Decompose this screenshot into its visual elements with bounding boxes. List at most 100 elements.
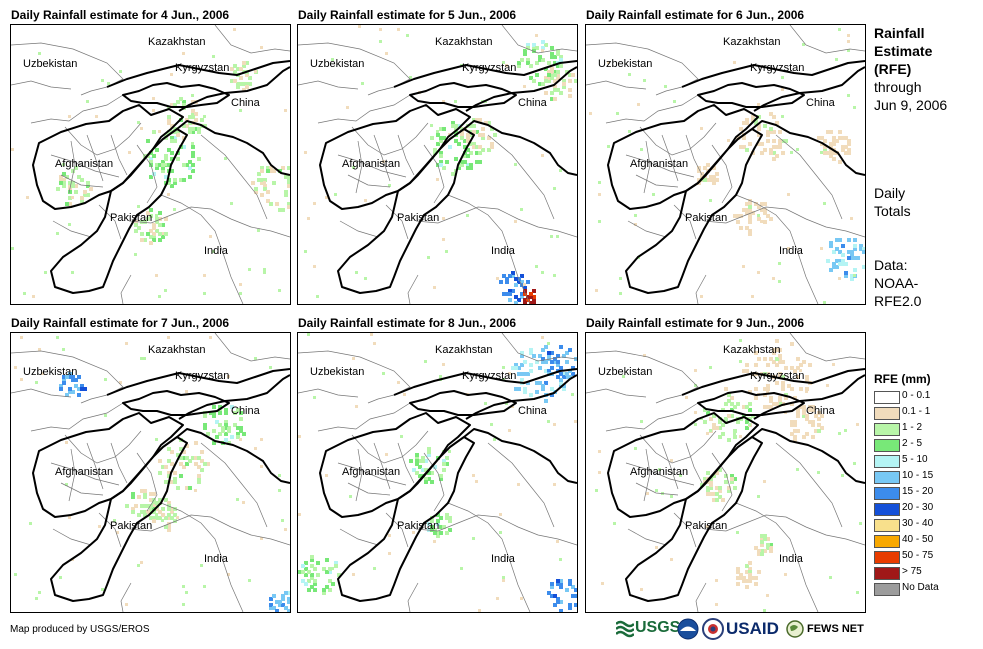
rain-cell bbox=[442, 238, 445, 241]
rain-cell bbox=[571, 366, 575, 370]
rain-cell bbox=[203, 274, 206, 277]
rain-cell bbox=[83, 190, 87, 194]
rain-cell bbox=[62, 172, 66, 176]
rain-cell bbox=[508, 372, 511, 375]
rain-cell bbox=[790, 387, 794, 391]
admin-boundary bbox=[605, 94, 699, 124]
rain-cell bbox=[188, 486, 192, 490]
rain-cell bbox=[520, 372, 524, 376]
rain-cell bbox=[832, 262, 836, 266]
map-label-uzbekistan: Uzbekistan bbox=[310, 58, 364, 70]
rain-cell bbox=[409, 76, 412, 79]
admin-boundary bbox=[735, 194, 819, 304]
rain-cell bbox=[167, 115, 171, 119]
rain-cell bbox=[553, 70, 557, 74]
rain-cell bbox=[703, 408, 707, 412]
rain-cell bbox=[11, 247, 14, 250]
rain-cell bbox=[71, 184, 75, 188]
rain-cell bbox=[191, 130, 195, 134]
rain-cell bbox=[541, 357, 545, 361]
rain-cell bbox=[269, 202, 273, 206]
rain-cell bbox=[568, 579, 572, 583]
rain-cell bbox=[766, 387, 770, 391]
rain-cell bbox=[763, 202, 767, 206]
rain-cell bbox=[853, 462, 856, 465]
rain-cell bbox=[167, 474, 171, 478]
rain-cell bbox=[287, 184, 290, 188]
rain-cell bbox=[266, 169, 270, 173]
rain-cell bbox=[460, 127, 464, 131]
rain-cell bbox=[514, 387, 518, 391]
rain-cell bbox=[439, 160, 443, 164]
rain-cell bbox=[496, 277, 499, 280]
rain-cell bbox=[541, 387, 545, 391]
rain-cell bbox=[550, 55, 554, 59]
rain-cell bbox=[841, 474, 844, 477]
rain-cell bbox=[709, 175, 713, 179]
rain-cell bbox=[460, 163, 464, 167]
rain-cell bbox=[709, 477, 713, 481]
rain-cell bbox=[730, 402, 734, 406]
rain-cell bbox=[520, 363, 524, 367]
rain-cell bbox=[451, 124, 455, 128]
rain-cell bbox=[430, 525, 434, 529]
admin-boundary bbox=[501, 333, 577, 362]
rain-cell bbox=[185, 163, 189, 167]
admin-boundary bbox=[661, 134, 679, 182]
rain-cell bbox=[775, 402, 779, 406]
rain-cell bbox=[514, 220, 517, 223]
panel-title-5: Daily Rainfall estimate for 8 Jun., 2006 bbox=[298, 316, 517, 330]
rain-cell bbox=[68, 202, 72, 206]
rain-cell bbox=[137, 205, 140, 208]
rain-cell bbox=[556, 70, 560, 74]
rain-cell bbox=[167, 118, 171, 122]
rain-cell bbox=[544, 76, 547, 79]
rain-cell bbox=[499, 280, 503, 284]
admin-boundary bbox=[789, 25, 865, 54]
rain-cell bbox=[478, 151, 482, 155]
rain-cell bbox=[862, 265, 865, 269]
rain-cell bbox=[757, 205, 761, 209]
rain-cell bbox=[520, 292, 524, 296]
rain-cell bbox=[68, 372, 72, 376]
rain-cell bbox=[436, 178, 439, 181]
rain-cell bbox=[155, 166, 159, 170]
legend-label: > 75 bbox=[902, 566, 922, 577]
rain-cell bbox=[778, 354, 782, 358]
rain-cell bbox=[260, 181, 264, 185]
rain-cell bbox=[796, 148, 799, 151]
rain-cell bbox=[778, 372, 782, 376]
admin-boundary bbox=[639, 122, 717, 156]
rain-cell bbox=[544, 369, 548, 373]
rain-cell bbox=[182, 163, 186, 167]
rain-cell bbox=[598, 450, 601, 453]
rain-cell bbox=[233, 423, 237, 427]
rain-cell bbox=[574, 603, 577, 607]
rain-cell bbox=[559, 600, 563, 604]
rain-cell bbox=[430, 124, 433, 127]
rain-cell bbox=[769, 357, 773, 361]
rain-cell bbox=[766, 546, 770, 550]
admin-boundary bbox=[625, 154, 695, 178]
rain-cell bbox=[799, 369, 802, 372]
rain-cell bbox=[397, 28, 400, 31]
rain-cell bbox=[194, 112, 198, 116]
rain-cell bbox=[370, 333, 373, 336]
rain-cell bbox=[56, 187, 60, 191]
admin-boundary bbox=[407, 582, 419, 612]
rain-cell bbox=[778, 262, 781, 265]
rain-cell bbox=[823, 202, 826, 205]
rain-cell bbox=[257, 178, 261, 182]
rain-cell bbox=[829, 241, 833, 245]
rain-cell bbox=[260, 169, 264, 173]
rain-cell bbox=[796, 414, 800, 418]
rain-cell bbox=[550, 67, 554, 71]
rain-cell bbox=[835, 265, 839, 269]
rain-cell bbox=[568, 94, 572, 98]
rain-cell bbox=[83, 193, 87, 197]
rain-cell bbox=[526, 43, 530, 47]
panel-title-6: Daily Rainfall estimate for 9 Jun., 2006 bbox=[586, 316, 805, 330]
rain-cell bbox=[778, 396, 782, 400]
rain-cell bbox=[760, 142, 764, 146]
rain-cell bbox=[820, 247, 823, 250]
